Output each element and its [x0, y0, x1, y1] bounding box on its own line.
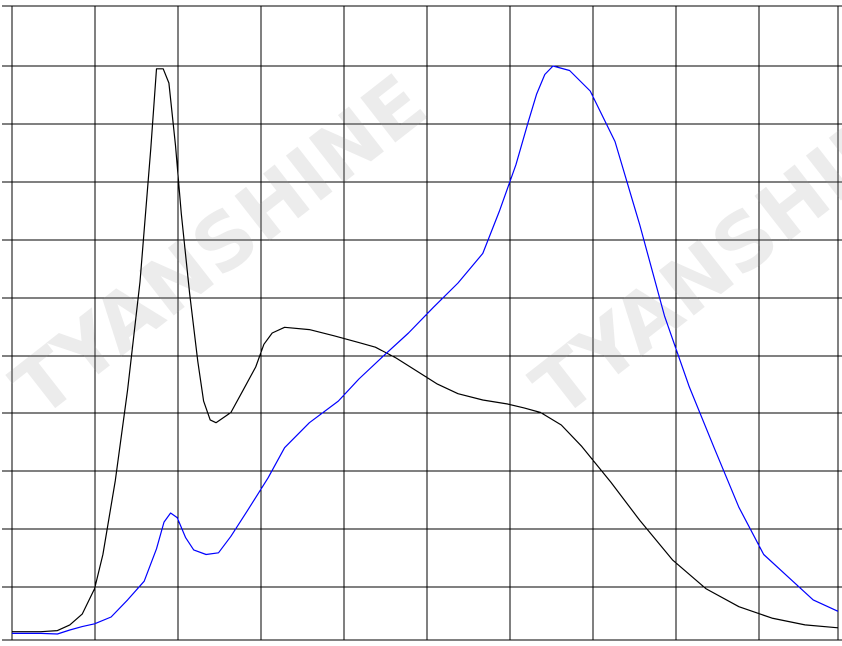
series-layer — [12, 65, 839, 635]
watermark: TYANSHINE TYANSHINE — [0, 58, 842, 435]
series-line-0 — [12, 68, 839, 633]
watermark-text: TYANSHINE — [516, 58, 842, 435]
series-line-1 — [12, 65, 839, 635]
watermark-text: TYANSHINE — [0, 58, 443, 435]
series-1 — [12, 65, 839, 635]
series-0 — [12, 68, 839, 633]
grid — [2, 5, 842, 641]
